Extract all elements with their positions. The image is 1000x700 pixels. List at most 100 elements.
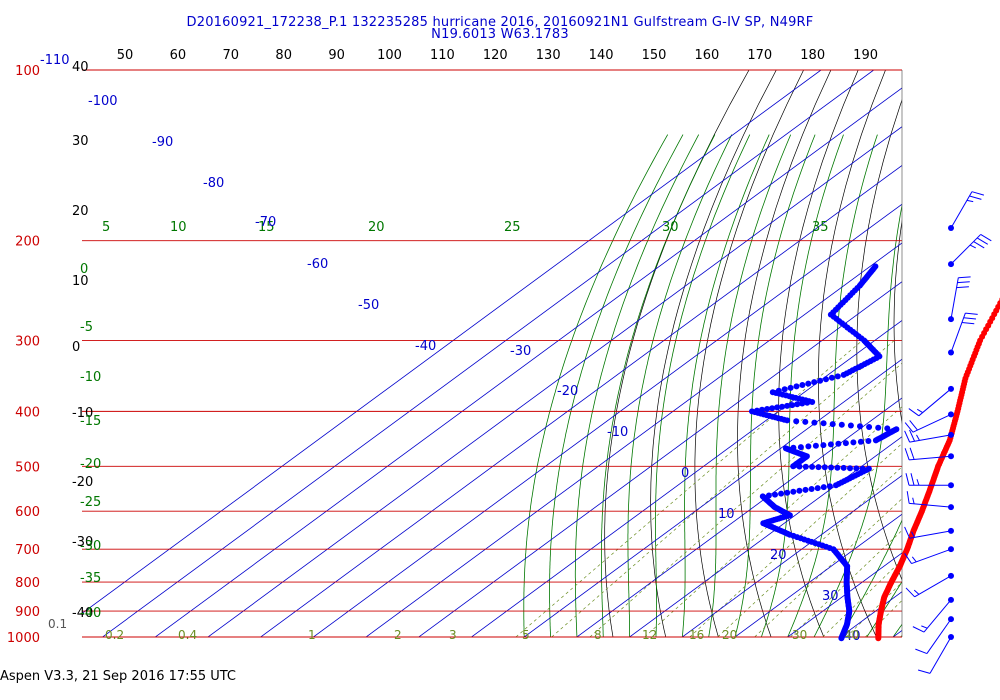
- dry-adiabat-line: [965, 70, 1000, 637]
- isobars: [82, 69, 902, 638]
- wind-barb-half-feather: [969, 244, 976, 249]
- isotherm-line: [734, 513, 902, 637]
- mixing-ratio-line: [865, 599, 902, 637]
- dewpoint-profile-point: [784, 402, 791, 409]
- wind-barb-staff: [909, 530, 952, 539]
- wind-barb-staff: [909, 502, 952, 508]
- mixing-ratio-label: 16: [689, 628, 704, 642]
- wind-barb-feather: [909, 447, 915, 460]
- wind-barb-staff: [912, 413, 952, 433]
- dewpoint-profile-point: [850, 439, 857, 446]
- left-temp-label: 30: [72, 134, 89, 149]
- dewpoint-profile-point: [828, 464, 835, 471]
- mixing-ratio-line: [900, 634, 902, 637]
- mixing-ratio-line: [754, 498, 902, 637]
- wind-barb-staff: [950, 277, 959, 320]
- dewpoint-profile-point: [805, 380, 812, 387]
- isotherm-line: [260, 164, 902, 637]
- mixing-ratio-label: 0.1: [48, 617, 67, 631]
- isotherm-label: -30: [510, 344, 531, 359]
- dewpoint-profile-point: [797, 444, 804, 451]
- dewpoint-profile-point: [794, 401, 801, 408]
- moist-adiabat-line: [761, 134, 844, 637]
- pressure-label: 1000: [7, 631, 40, 646]
- wind-barb: [904, 546, 954, 565]
- isotherm-line: [523, 358, 902, 637]
- moist-label: 30: [662, 220, 679, 235]
- wind-barb-staff: [926, 618, 952, 654]
- moist-adiabat-line: [655, 134, 751, 637]
- moist-label: 25: [504, 220, 521, 235]
- dewpoint-profile-point: [764, 406, 771, 412]
- pressure-label: 300: [15, 335, 40, 350]
- wind-barb-staff: [950, 234, 982, 265]
- moist-label: 10: [170, 220, 187, 235]
- theta-label: 120: [483, 48, 508, 63]
- dewpoint-profile-point: [838, 635, 845, 642]
- moist-label: 20: [368, 220, 385, 235]
- dry-adiabat-line: [893, 219, 902, 425]
- theta-label: 170: [747, 48, 772, 63]
- dewpoint-profile-point: [821, 464, 828, 471]
- moist-adiabat-line: [601, 134, 716, 637]
- wind-barb-feather: [906, 491, 910, 504]
- dewpoint-profile-point: [840, 371, 847, 378]
- isotherm-label: 40: [844, 629, 861, 644]
- isotherm-line: [576, 397, 902, 637]
- chart-location: N19.6013 W63.1783: [431, 27, 569, 42]
- upper-moist-labels: 5 10 15 20 25 30 35: [102, 220, 829, 235]
- wind-barbs: [904, 191, 992, 674]
- left-temp-label: -30: [72, 535, 93, 550]
- wind-barb: [905, 572, 954, 598]
- moist-adiabat-line: [813, 203, 902, 637]
- dewpoint-profile-point: [796, 463, 803, 470]
- dewpoint-profile-point: [799, 382, 806, 388]
- dewpoint-profile-point: [866, 424, 873, 430]
- wind-barb-staff: [911, 548, 952, 565]
- wind-barb-staff: [909, 455, 952, 461]
- isotherm-label: -70: [255, 215, 276, 230]
- moist-label: 35: [812, 220, 829, 235]
- wind-barb-feather: [973, 241, 985, 249]
- dewpoint-profile-point: [809, 463, 816, 470]
- dewpoint-profile-point: [811, 379, 818, 386]
- theta-label: 90: [328, 48, 345, 63]
- wind-barb-feather: [957, 281, 970, 284]
- left-temp-label: 40: [72, 60, 89, 75]
- wind-barb-half-feather: [911, 556, 917, 563]
- dewpoint-profile-point: [772, 491, 778, 498]
- wind-barb: [908, 385, 954, 417]
- wind-barb-feather: [965, 312, 978, 315]
- temperature-profile: [875, 297, 1000, 642]
- theta-label: 150: [642, 48, 667, 63]
- moist-adiabat-line: [946, 135, 1000, 637]
- dewpoint-profile-point: [835, 440, 842, 447]
- wind-barb: [948, 191, 985, 232]
- mixing-ratio-label: 1: [308, 628, 316, 642]
- wind-barb: [948, 312, 978, 356]
- isotherm-label: 10: [718, 507, 735, 522]
- wind-barb-half-feather: [916, 434, 920, 441]
- wind-barb-half-feather: [917, 408, 923, 414]
- theta-label: 140: [589, 48, 614, 63]
- wind-barb: [917, 634, 954, 674]
- chart-title: D20160921_172238_P.1 132235285 hurricane…: [186, 15, 814, 30]
- mixing-ratio-line: [846, 581, 902, 637]
- moist-adiabat-line: [681, 134, 770, 637]
- dewpoint-profile-point: [774, 404, 781, 411]
- dewpoint-profile-point: [796, 487, 803, 494]
- isotherm-line: [418, 281, 902, 637]
- isotherm-label: -90: [152, 135, 173, 150]
- mixing-ratio-label: 30: [792, 628, 807, 642]
- isotherm-line: [365, 242, 902, 637]
- wind-barb-feather: [910, 473, 915, 486]
- dewpoint-profile-point: [805, 443, 812, 450]
- pressure-label: 700: [15, 543, 40, 558]
- wind-barb-feather: [912, 626, 925, 633]
- dewpoint-profile-point: [829, 421, 836, 428]
- isotherm-line: [471, 319, 902, 637]
- dewpoint-profile-point: [804, 399, 811, 406]
- pressure-label: 400: [15, 405, 40, 420]
- wind-barb-half-feather: [966, 199, 974, 203]
